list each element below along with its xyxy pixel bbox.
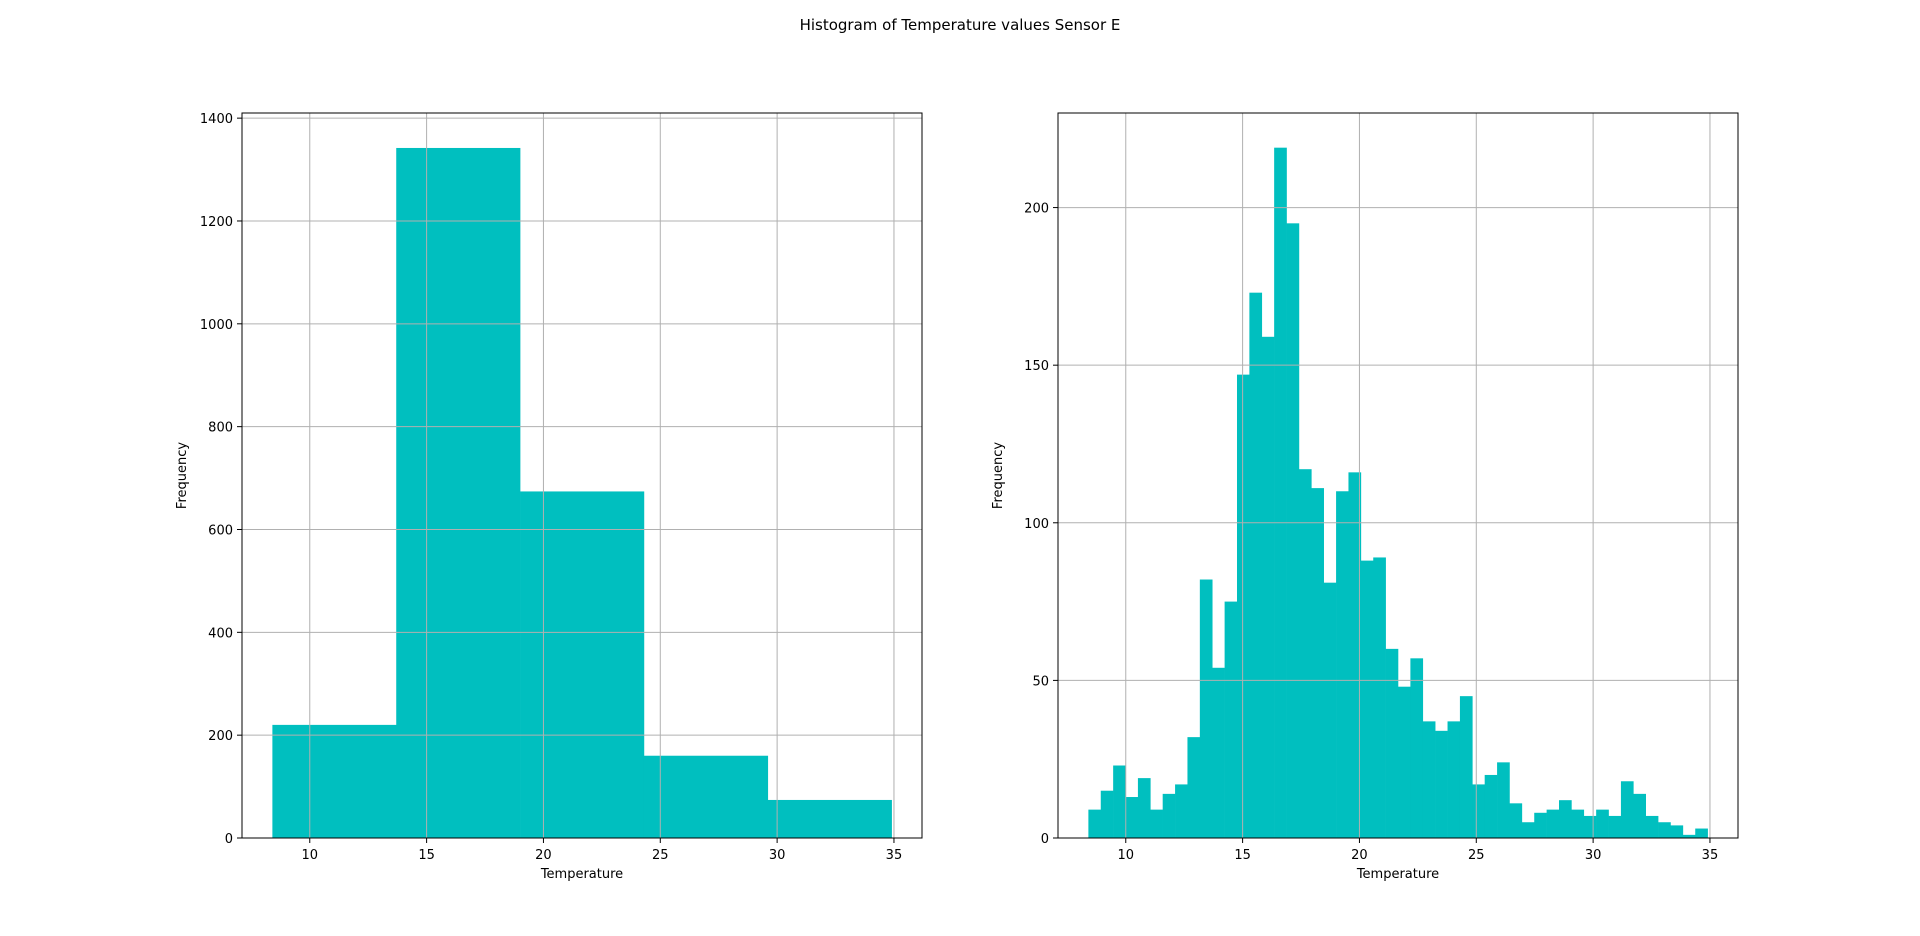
x-tick-label: 20 — [1351, 848, 1368, 863]
histogram-bar — [1249, 292, 1263, 838]
y-tick-label: 1200 — [200, 215, 233, 230]
histogram-bar — [272, 724, 397, 838]
y-tick-label: 1400 — [200, 112, 233, 127]
histogram-bar — [1137, 778, 1151, 838]
x-tick-label: 10 — [301, 848, 318, 863]
histogram-bar — [1620, 781, 1634, 838]
histogram-bar — [1645, 815, 1659, 838]
x-axis-label: Temperature — [1356, 867, 1439, 882]
y-tick-label: 1000 — [200, 318, 233, 333]
histogram-bar — [767, 799, 892, 838]
histogram-bar — [1286, 223, 1300, 839]
histogram-bar — [1534, 812, 1547, 838]
histogram-bar — [1497, 762, 1510, 838]
plot-frame — [1057, 112, 1739, 839]
histogram-bar — [1373, 557, 1386, 838]
histogram-bar — [1546, 809, 1560, 838]
histogram-bar — [1298, 469, 1312, 838]
histogram-bar — [1472, 784, 1485, 838]
histogram-bar — [1212, 667, 1225, 838]
histogram-bar — [1162, 793, 1176, 838]
histogram-bar — [1360, 560, 1374, 838]
histogram-bar — [1125, 797, 1139, 838]
histogram-bar — [1596, 809, 1609, 838]
x-tick-label: 35 — [1702, 848, 1719, 863]
histogram-bar — [1583, 815, 1597, 838]
histogram-bar — [1658, 822, 1671, 838]
x-tick-label: 35 — [886, 848, 903, 863]
histogram-bar — [1311, 488, 1324, 838]
y-tick-label: 50 — [1032, 674, 1049, 689]
figure-title: Histogram of Temperature values Sensor E — [800, 16, 1121, 34]
histogram-bar — [1559, 800, 1572, 838]
histogram-bar — [1175, 784, 1188, 838]
x-tick-label: 15 — [1234, 848, 1251, 863]
histogram-bar — [1410, 658, 1424, 838]
y-tick-label: 0 — [225, 832, 233, 847]
histogram-bar — [1088, 809, 1102, 838]
histogram-bar — [1199, 579, 1213, 838]
histogram-bar — [1187, 737, 1201, 838]
histogram-bar — [1336, 491, 1349, 838]
y-tick-label: 800 — [208, 421, 233, 436]
histogram-bar — [1348, 472, 1362, 838]
histogram-bar — [1509, 803, 1523, 838]
histogram-bar — [1670, 825, 1684, 838]
x-tick-label: 25 — [1468, 848, 1485, 863]
histogram-bar — [1274, 147, 1287, 838]
histogram-bar — [1521, 822, 1535, 838]
y-axis-label: Frequency — [991, 442, 1006, 509]
histogram-bar — [1150, 809, 1163, 838]
plot-frame — [241, 112, 923, 839]
histogram-bar — [1435, 730, 1448, 838]
histogram-bar — [643, 755, 769, 838]
histogram-bar — [520, 491, 645, 838]
y-tick-label: 200 — [1024, 202, 1049, 217]
y-tick-label: 400 — [208, 626, 233, 641]
x-tick-label: 30 — [1585, 848, 1602, 863]
histogram-bar — [1695, 828, 1708, 838]
histogram-bar — [1100, 790, 1114, 838]
x-axis-label: Temperature — [540, 867, 623, 882]
histogram-bar — [1385, 648, 1399, 838]
histogram-bar — [1484, 774, 1498, 838]
histogram-bar — [1571, 809, 1585, 838]
histogram-bar — [1608, 815, 1622, 838]
x-tick-label: 25 — [652, 848, 669, 863]
x-tick-label: 15 — [418, 848, 435, 863]
y-tick-label: 100 — [1024, 517, 1049, 532]
histogram-bar — [396, 147, 521, 838]
histogram-bar — [1113, 765, 1126, 838]
y-axis-label: Frequency — [175, 442, 190, 509]
histogram-bar — [1633, 793, 1646, 838]
x-tick-label: 30 — [769, 848, 786, 863]
y-tick-label: 0 — [1041, 832, 1049, 847]
histogram-bar — [1261, 336, 1275, 838]
histogram-bar — [1422, 721, 1436, 838]
histogram-50-bins: 10 15 20 25 30 35 0 50 100 150 200 Temperature Frequ… — [991, 112, 1739, 882]
histogram-bar — [1224, 601, 1238, 838]
histogram-bar — [1682, 834, 1696, 838]
histogram-bar — [1323, 582, 1337, 838]
histogram-bar — [1398, 686, 1411, 838]
y-tick-label: 600 — [208, 523, 233, 538]
x-tick-label: 20 — [535, 848, 552, 863]
histogram-5-bins: 10 15 20 25 30 35 0 200 400 600 800 1000 1200 1400 Tem… — [175, 112, 923, 882]
y-tick-label: 200 — [208, 729, 233, 744]
histogram-bar — [1236, 374, 1250, 838]
histogram-bar — [1447, 721, 1461, 838]
histogram-bar — [1459, 696, 1473, 838]
x-tick-label: 10 — [1117, 848, 1134, 863]
y-tick-label: 150 — [1024, 359, 1049, 374]
